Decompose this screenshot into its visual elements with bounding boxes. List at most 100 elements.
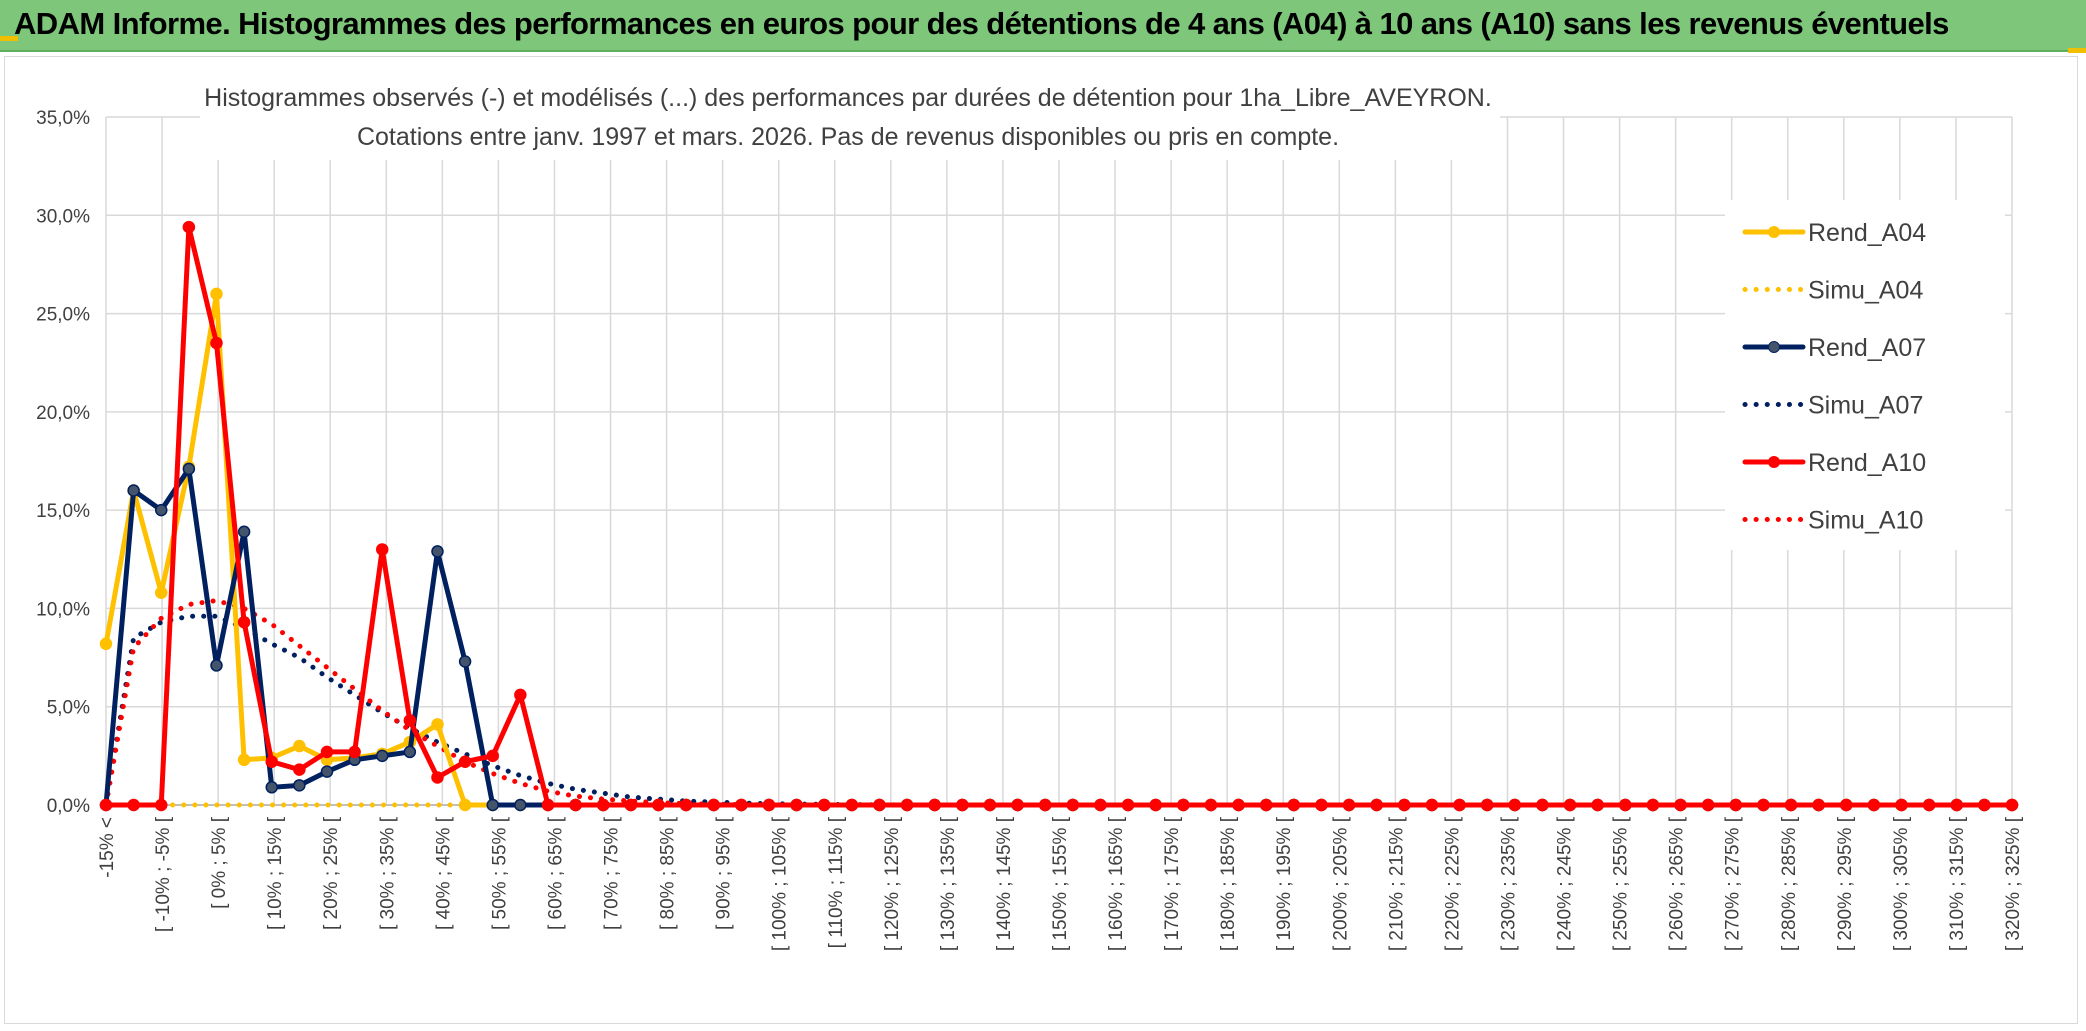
- legend-label-rend-a04: Rend_A04: [1808, 219, 1926, 247]
- x-tick-label: [ 250% ; 255% [: [1611, 816, 1632, 951]
- x-tick-label: [ 290% ; 295% [: [1835, 816, 1856, 951]
- data-point-rend-a10: [1149, 798, 1162, 812]
- data-point-rend-a04: [99, 637, 113, 651]
- data-point-rend-a10: [154, 798, 168, 812]
- x-axis-ticks: -15% < [ -10% ; -5% [[ 0% ; 5% [[ 10% ; 1…: [97, 816, 2024, 951]
- data-point-rend-a10: [1453, 798, 1466, 812]
- data-point-rend-a10: [707, 798, 720, 812]
- data-point-rend-a07: [431, 545, 444, 558]
- y-tick-label: 5,0%: [47, 698, 90, 719]
- data-point-rend-a10: [1315, 798, 1328, 812]
- data-point-rend-a07: [154, 503, 168, 517]
- data-point-rend-a07: [486, 798, 499, 812]
- data-point-rend-a10: [1259, 798, 1273, 812]
- legend-label-rend-a10: Rend_A10: [1808, 449, 1926, 477]
- data-point-rend-a10: [1895, 798, 1908, 812]
- data-point-rend-a10: [1204, 798, 1218, 812]
- data-point-rend-a10: [1701, 798, 1715, 812]
- data-point-rend-a10: [237, 615, 251, 629]
- legend-label-simu-a04: Simu_A04: [1808, 277, 1923, 305]
- data-point-rend-a07: [403, 745, 417, 759]
- data-point-rend-a10: [1011, 798, 1024, 812]
- data-point-rend-a07: [514, 798, 527, 812]
- data-point-rend-a10: [762, 798, 776, 812]
- x-tick-label: [ 80% ; 85% [: [658, 816, 679, 930]
- x-tick-label: [ 260% ; 265% [: [1667, 816, 1688, 951]
- data-point-rend-a10: [790, 798, 803, 812]
- data-point-rend-a10: [569, 798, 582, 812]
- x-tick-label: [ 240% ; 245% [: [1555, 816, 1576, 951]
- data-point-rend-a10: [1922, 798, 1936, 812]
- data-point-rend-a10: [1619, 798, 1632, 812]
- data-point-rend-a10: [403, 714, 417, 727]
- data-point-rend-a10: [624, 798, 638, 812]
- chart-series: [99, 220, 2019, 812]
- data-point-rend-a07: [458, 655, 472, 668]
- data-point-rend-a10: [845, 798, 859, 812]
- data-point-rend-a10: [431, 771, 444, 784]
- y-tick-label: 10,0%: [36, 599, 90, 620]
- data-point-rend-a10: [928, 798, 941, 812]
- chart-subtitle: Cotations entre janv. 1997 et mars. 2026…: [357, 123, 1339, 151]
- data-point-rend-a07: [320, 765, 334, 778]
- x-tick-label: [ 20% ; 25% [: [321, 816, 342, 930]
- data-point-rend-a04: [237, 753, 251, 767]
- data-point-rend-a10: [1563, 798, 1577, 812]
- x-tick-label: [ 100% ; 105% [: [770, 816, 791, 951]
- data-point-rend-a04: [431, 718, 444, 731]
- title-background: [200, 76, 1500, 160]
- data-point-rend-a10: [1370, 798, 1383, 812]
- data-point-rend-a10: [1121, 798, 1135, 812]
- legend-marker-rend-a04: [1768, 226, 1780, 238]
- data-point-rend-a10: [1342, 798, 1356, 812]
- x-tick-label: [ 230% ; 235% [: [1498, 816, 1519, 951]
- data-point-rend-a10: [1646, 798, 1660, 812]
- data-point-rend-a04: [210, 287, 223, 301]
- data-point-rend-a10: [1729, 798, 1743, 812]
- data-point-rend-a10: [1591, 798, 1604, 812]
- y-tick-label: 0,0%: [47, 796, 90, 817]
- x-tick-label: [ 40% ; 45% [: [433, 816, 454, 930]
- x-tick-label: [ 220% ; 225% [: [1442, 816, 1463, 951]
- data-point-rend-a10: [293, 763, 306, 776]
- x-tick-label: [ 30% ; 35% [: [377, 816, 398, 930]
- data-point-rend-a10: [652, 798, 665, 812]
- data-point-rend-a10: [596, 798, 610, 812]
- data-point-rend-a04: [154, 586, 168, 599]
- legend-background: [1725, 200, 2005, 550]
- data-point-rend-a10: [1038, 798, 1052, 812]
- legend-marker-rend-a10: [1768, 456, 1780, 468]
- data-point-rend-a10: [1177, 798, 1190, 812]
- data-point-rend-a10: [1398, 798, 1411, 812]
- chart-title: Histogrammes observés (-) et modélisés (…: [204, 84, 1492, 112]
- x-tick-label: [ 270% ; 275% [: [1723, 816, 1744, 951]
- data-point-rend-a10: [458, 755, 472, 769]
- x-tick-label: [ 160% ; 165% [: [1106, 816, 1127, 951]
- x-tick-label: [ 310% ; 315% [: [1947, 816, 1968, 951]
- x-tick-label: [ 320% ; 325% [: [2003, 816, 2024, 951]
- x-tick-label: [ 200% ; 205% [: [1330, 816, 1351, 951]
- data-point-rend-a10: [1674, 798, 1687, 812]
- x-tick-label: [ 60% ; 65% [: [545, 816, 566, 930]
- data-point-rend-a10: [2005, 798, 2019, 812]
- data-point-rend-a10: [956, 798, 969, 812]
- x-tick-label: [ 180% ; 185% [: [1218, 816, 1239, 951]
- data-point-rend-a07: [237, 525, 251, 539]
- data-point-rend-a07: [293, 779, 306, 792]
- data-point-rend-a07: [265, 781, 278, 794]
- x-tick-label: [ 170% ; 175% [: [1162, 816, 1183, 951]
- x-tick-label: [ 50% ; 55% [: [489, 816, 510, 930]
- y-tick-label: 35,0%: [36, 108, 90, 129]
- corner-mark-left: [0, 36, 18, 41]
- data-point-rend-a10: [348, 745, 361, 759]
- data-point-rend-a10: [679, 798, 693, 812]
- legend-label-simu-a07: Simu_A07: [1808, 392, 1923, 420]
- x-tick-label: [ 190% ; 195% [: [1274, 816, 1295, 951]
- x-tick-label: [ 70% ; 75% [: [602, 816, 623, 930]
- data-point-rend-a07: [127, 484, 140, 497]
- chart-frame: [4, 56, 2078, 1024]
- x-tick-label: [ 300% ; 305% [: [1891, 816, 1912, 951]
- data-point-rend-a10: [1950, 798, 1964, 812]
- data-point-rend-a10: [1480, 798, 1494, 812]
